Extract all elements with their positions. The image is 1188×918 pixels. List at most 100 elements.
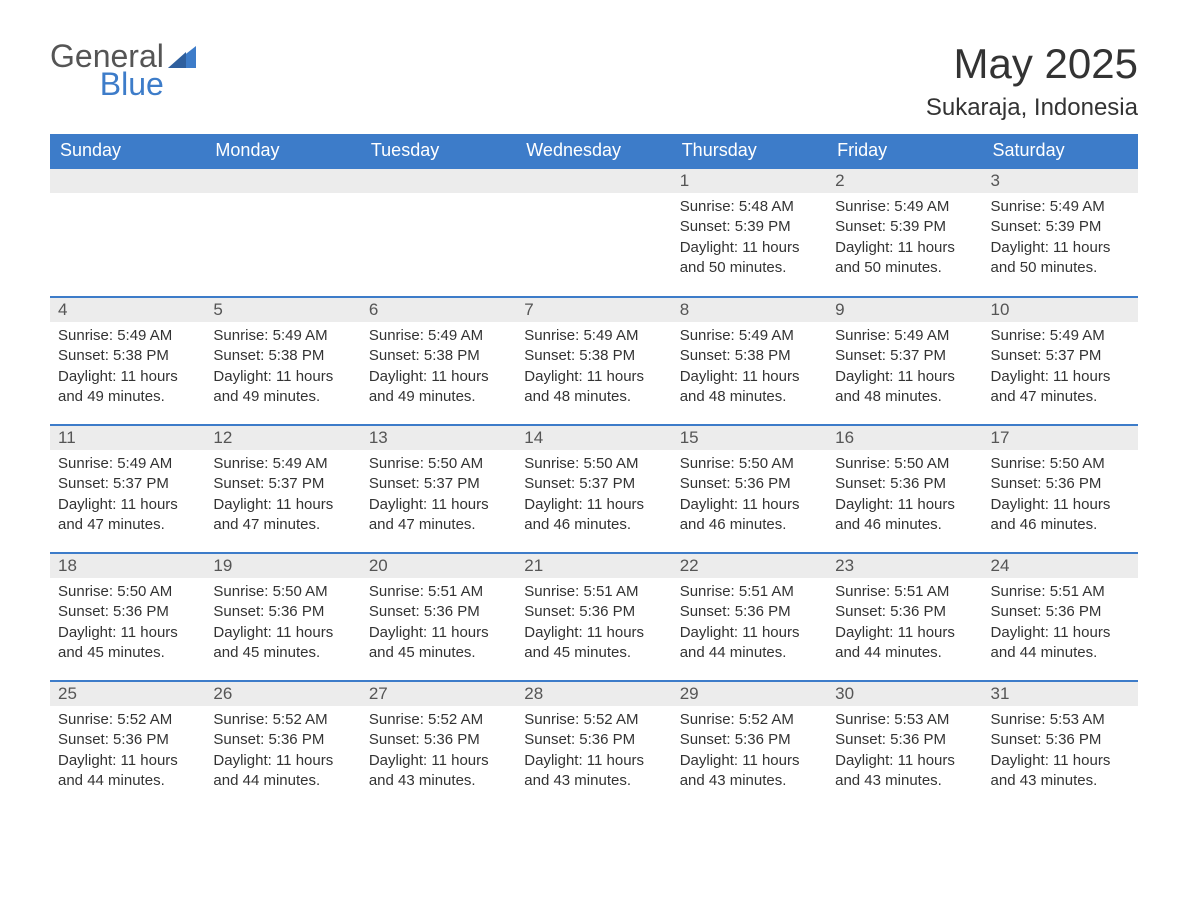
day-details: Sunrise: 5:49 AMSunset: 5:38 PMDaylight:… [50,322,205,415]
sunset-line: Sunset: 5:36 PM [524,730,663,750]
calendar-cell: 21Sunrise: 5:51 AMSunset: 5:36 PMDayligh… [516,552,671,680]
day-details: Sunrise: 5:51 AMSunset: 5:36 PMDaylight:… [827,578,982,671]
sunset-line: Sunset: 5:36 PM [991,602,1130,622]
day-details: Sunrise: 5:52 AMSunset: 5:36 PMDaylight:… [516,706,671,799]
calendar-cell: 6Sunrise: 5:49 AMSunset: 5:38 PMDaylight… [361,296,516,424]
calendar-cell: 25Sunrise: 5:52 AMSunset: 5:36 PMDayligh… [50,680,205,808]
sunset-line: Sunset: 5:39 PM [835,217,974,237]
day-details: Sunrise: 5:51 AMSunset: 5:36 PMDaylight:… [672,578,827,671]
calendar-cell: 9Sunrise: 5:49 AMSunset: 5:37 PMDaylight… [827,296,982,424]
sunset-line: Sunset: 5:39 PM [680,217,819,237]
daylight-line: Daylight: 11 hours and 44 minutes. [835,623,974,664]
day-number [361,169,516,193]
sunrise-line: Sunrise: 5:51 AM [524,582,663,602]
day-details: Sunrise: 5:49 AMSunset: 5:39 PMDaylight:… [827,193,982,286]
sunset-line: Sunset: 5:37 PM [991,346,1130,366]
sunrise-line: Sunrise: 5:51 AM [369,582,508,602]
daylight-line: Daylight: 11 hours and 48 minutes. [524,367,663,408]
day-details: Sunrise: 5:52 AMSunset: 5:36 PMDaylight:… [361,706,516,799]
day-details: Sunrise: 5:49 AMSunset: 5:38 PMDaylight:… [205,322,360,415]
sunrise-line: Sunrise: 5:52 AM [58,710,197,730]
day-details: Sunrise: 5:50 AMSunset: 5:37 PMDaylight:… [361,450,516,543]
weekday-header: Tuesday [361,134,516,168]
sunset-line: Sunset: 5:36 PM [680,602,819,622]
day-number: 12 [205,424,360,450]
day-number: 21 [516,552,671,578]
day-number: 13 [361,424,516,450]
sunset-line: Sunset: 5:36 PM [835,602,974,622]
weekday-header: Wednesday [516,134,671,168]
weekday-header: Sunday [50,134,205,168]
sunrise-line: Sunrise: 5:49 AM [58,454,197,474]
calendar-cell: 1Sunrise: 5:48 AMSunset: 5:39 PMDaylight… [672,168,827,296]
day-details: Sunrise: 5:48 AMSunset: 5:39 PMDaylight:… [672,193,827,286]
day-number: 2 [827,169,982,193]
day-number: 7 [516,296,671,322]
sunrise-line: Sunrise: 5:53 AM [991,710,1130,730]
calendar-cell: 26Sunrise: 5:52 AMSunset: 5:36 PMDayligh… [205,680,360,808]
day-number: 19 [205,552,360,578]
title-block: May 2025 Sukaraja, Indonesia [926,40,1138,122]
day-number: 10 [983,296,1138,322]
daylight-line: Daylight: 11 hours and 48 minutes. [835,367,974,408]
day-details: Sunrise: 5:49 AMSunset: 5:37 PMDaylight:… [205,450,360,543]
day-number [205,169,360,193]
sunrise-line: Sunrise: 5:51 AM [835,582,974,602]
day-number: 4 [50,296,205,322]
header: General Blue May 2025 Sukaraja, Indonesi… [50,40,1138,122]
page-title: May 2025 [926,40,1138,88]
daylight-line: Daylight: 11 hours and 44 minutes. [680,623,819,664]
calendar-cell: 13Sunrise: 5:50 AMSunset: 5:37 PMDayligh… [361,424,516,552]
sunrise-line: Sunrise: 5:50 AM [680,454,819,474]
sunset-line: Sunset: 5:36 PM [58,602,197,622]
week-row: 18Sunrise: 5:50 AMSunset: 5:36 PMDayligh… [50,552,1138,680]
sunrise-line: Sunrise: 5:52 AM [369,710,508,730]
day-number: 16 [827,424,982,450]
day-number: 30 [827,680,982,706]
day-details: Sunrise: 5:49 AMSunset: 5:37 PMDaylight:… [827,322,982,415]
sunrise-line: Sunrise: 5:49 AM [991,326,1130,346]
day-details: Sunrise: 5:49 AMSunset: 5:38 PMDaylight:… [361,322,516,415]
day-details: Sunrise: 5:49 AMSunset: 5:39 PMDaylight:… [983,193,1138,286]
daylight-line: Daylight: 11 hours and 47 minutes. [369,495,508,536]
calendar-cell: 10Sunrise: 5:49 AMSunset: 5:37 PMDayligh… [983,296,1138,424]
calendar-cell: 20Sunrise: 5:51 AMSunset: 5:36 PMDayligh… [361,552,516,680]
calendar-cell [50,168,205,296]
sunset-line: Sunset: 5:38 PM [369,346,508,366]
sunset-line: Sunset: 5:36 PM [369,730,508,750]
day-details: Sunrise: 5:49 AMSunset: 5:37 PMDaylight:… [983,322,1138,415]
calendar-table: Sunday Monday Tuesday Wednesday Thursday… [50,134,1138,808]
day-number: 8 [672,296,827,322]
sunset-line: Sunset: 5:39 PM [991,217,1130,237]
calendar-cell: 30Sunrise: 5:53 AMSunset: 5:36 PMDayligh… [827,680,982,808]
daylight-line: Daylight: 11 hours and 46 minutes. [991,495,1130,536]
weekday-header: Saturday [983,134,1138,168]
day-number: 25 [50,680,205,706]
sunrise-line: Sunrise: 5:49 AM [369,326,508,346]
day-details: Sunrise: 5:50 AMSunset: 5:37 PMDaylight:… [516,450,671,543]
sunset-line: Sunset: 5:38 PM [213,346,352,366]
day-details: Sunrise: 5:50 AMSunset: 5:36 PMDaylight:… [50,578,205,671]
sunset-line: Sunset: 5:36 PM [369,602,508,622]
sunrise-line: Sunrise: 5:50 AM [58,582,197,602]
daylight-line: Daylight: 11 hours and 46 minutes. [835,495,974,536]
sunrise-line: Sunrise: 5:49 AM [213,454,352,474]
daylight-line: Daylight: 11 hours and 43 minutes. [369,751,508,792]
daylight-line: Daylight: 11 hours and 44 minutes. [213,751,352,792]
day-number: 24 [983,552,1138,578]
day-details: Sunrise: 5:49 AMSunset: 5:37 PMDaylight:… [50,450,205,543]
day-number: 9 [827,296,982,322]
sunrise-line: Sunrise: 5:49 AM [58,326,197,346]
sunset-line: Sunset: 5:36 PM [680,474,819,494]
daylight-line: Daylight: 11 hours and 46 minutes. [680,495,819,536]
daylight-line: Daylight: 11 hours and 50 minutes. [680,238,819,279]
sunrise-line: Sunrise: 5:49 AM [991,197,1130,217]
sunset-line: Sunset: 5:37 PM [835,346,974,366]
daylight-line: Daylight: 11 hours and 44 minutes. [58,751,197,792]
calendar-cell: 5Sunrise: 5:49 AMSunset: 5:38 PMDaylight… [205,296,360,424]
sunset-line: Sunset: 5:37 PM [369,474,508,494]
weekday-header: Friday [827,134,982,168]
calendar-cell: 2Sunrise: 5:49 AMSunset: 5:39 PMDaylight… [827,168,982,296]
sunrise-line: Sunrise: 5:50 AM [991,454,1130,474]
day-number: 26 [205,680,360,706]
